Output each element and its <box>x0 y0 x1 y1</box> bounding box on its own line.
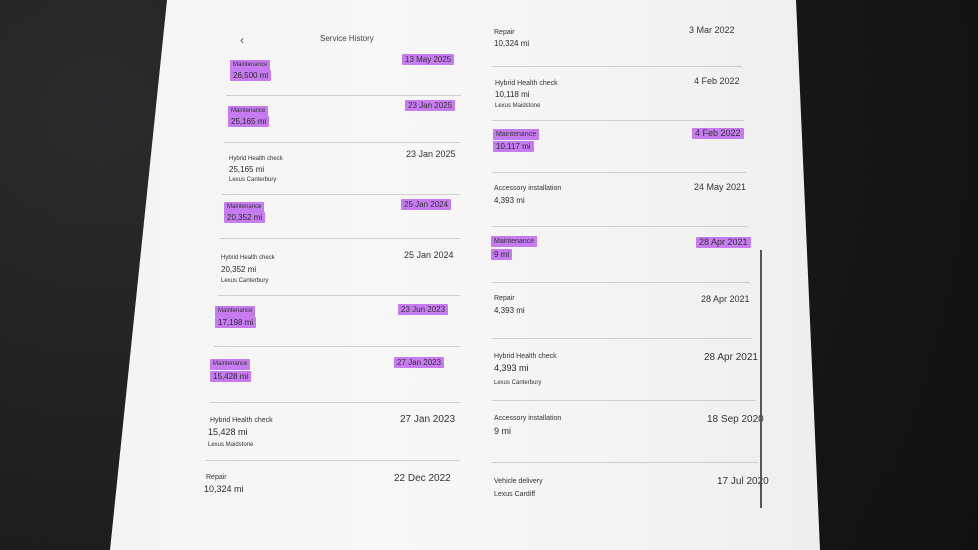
entry-mileage: 17,198 mi <box>215 317 257 328</box>
divider <box>492 400 756 401</box>
timeline-bar <box>760 250 762 508</box>
entry-mileage: 15,428 mi <box>208 427 248 437</box>
entry-type: Repair <box>494 295 515 302</box>
entry-date: 18 Sep 2020 <box>707 414 764 425</box>
entry-mileage: 9 mi <box>494 426 512 436</box>
entry-type: Maintenance <box>493 129 540 140</box>
entry-location: Lexus Canterbury <box>494 380 542 386</box>
entry-type: Accessory installation <box>494 185 562 192</box>
entry-mileage: 4,393 mi <box>494 363 529 373</box>
entry-type: Maintenance <box>215 306 256 317</box>
entry-type: Vehicle delivery <box>494 478 543 485</box>
entry-date: 25 Jan 2024 <box>401 199 452 210</box>
entry-type: Repair <box>494 29 515 36</box>
divider <box>492 462 758 463</box>
entry-date: 4 Feb 2022 <box>694 76 740 86</box>
page-title: Service History <box>320 34 374 43</box>
entry-mileage: 10,117 mi <box>493 141 534 152</box>
entry-date: 22 Dec 2022 <box>394 473 451 484</box>
divider <box>492 282 750 283</box>
entry-location: Lexus Cardiff <box>494 491 536 498</box>
divider <box>206 460 460 461</box>
entry-mileage: 9 mi <box>491 249 513 260</box>
entry-type: Maintenance <box>491 236 538 247</box>
entry-mileage: 25,165 mi <box>229 165 265 174</box>
entry-location: Lexus Maidstone <box>495 103 541 109</box>
entry-type: Maintenance <box>228 106 269 117</box>
entry-type: Hybrid Health check <box>210 417 273 424</box>
entry-type: Hybrid Health check <box>229 156 283 162</box>
entry-mileage: 10,324 mi <box>204 484 244 494</box>
divider <box>214 346 460 347</box>
entry-date: 17 Jul 2020 <box>717 476 769 487</box>
chevron-left-icon: ‹ <box>240 33 244 47</box>
entry-mileage: 25,165 mi <box>228 116 270 127</box>
divider <box>220 238 460 239</box>
entry-type: Hybrid Health check <box>221 255 275 261</box>
entry-mileage: 10,118 mi <box>495 90 530 99</box>
entry-mileage: 10,324 mi <box>494 39 530 48</box>
entry-mileage: 4,393 mi <box>494 306 525 315</box>
entry-mileage: 20,352 mi <box>224 212 266 223</box>
entry-type: Maintenance <box>224 202 265 213</box>
divider <box>222 194 460 195</box>
entry-type: Hybrid Health check <box>495 80 558 87</box>
entry-location: Lexus Maidstone <box>208 442 254 448</box>
divider <box>224 142 460 143</box>
divider <box>492 226 748 227</box>
entry-date: 28 Apr 2021 <box>696 237 751 248</box>
entry-date: 28 Apr 2021 <box>704 352 758 363</box>
entry-location: Lexus Canterbury <box>229 177 277 183</box>
entry-mileage: 26,500 mi <box>230 70 272 81</box>
entry-date: 27 Jan 2023 <box>394 357 445 368</box>
divider <box>492 120 744 121</box>
divider <box>226 95 461 96</box>
entry-type: Hybrid Health check <box>494 353 557 360</box>
entry-type: Repair <box>206 474 227 481</box>
divider <box>218 295 460 296</box>
entry-date: 13 May 2025 <box>402 54 455 65</box>
divider <box>492 338 752 339</box>
entry-type: Maintenance <box>210 359 251 370</box>
entry-date: 27 Jan 2023 <box>400 414 456 425</box>
entry-mileage: 15,428 mi <box>210 371 252 382</box>
entry-date: 4 Feb 2022 <box>692 128 744 139</box>
entry-type: Accessory installation <box>494 415 562 422</box>
entry-date: 23 Jun 2023 <box>398 304 449 315</box>
entry-date: 25 Jan 2024 <box>404 250 454 260</box>
entry-date: 28 Apr 2021 <box>701 294 750 304</box>
entry-mileage: 20,352 mi <box>221 265 257 274</box>
entry-date: 23 Jan 2025 <box>406 149 456 159</box>
divider <box>210 402 460 403</box>
divider <box>492 66 742 67</box>
entry-date: 23 Jan 2025 <box>405 100 456 111</box>
divider <box>492 172 746 173</box>
entry-type: Maintenance <box>230 60 271 71</box>
entry-date: 3 Mar 2022 <box>689 25 735 35</box>
entry-mileage: 4,393 mi <box>494 196 525 205</box>
entry-date: 24 May 2021 <box>694 182 747 192</box>
entry-location: Lexus Canterbury <box>221 278 269 284</box>
